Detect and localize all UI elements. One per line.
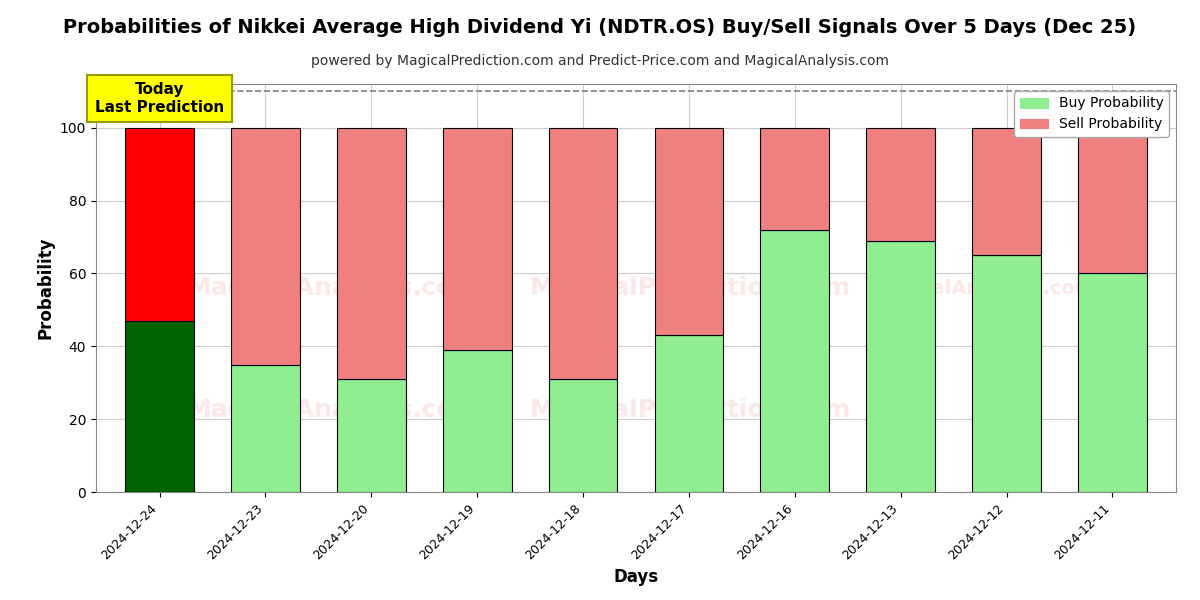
Bar bbox=[1078, 128, 1147, 274]
Bar bbox=[548, 128, 618, 379]
Bar bbox=[654, 128, 724, 335]
Text: MagicalAnalysis.com: MagicalAnalysis.com bbox=[187, 276, 480, 300]
Bar bbox=[761, 230, 829, 492]
Bar bbox=[866, 128, 935, 241]
Bar bbox=[548, 379, 618, 492]
Text: Today
Last Prediction: Today Last Prediction bbox=[95, 82, 224, 115]
Bar bbox=[337, 128, 406, 379]
Text: MagicalAnalysis.com: MagicalAnalysis.com bbox=[868, 278, 1096, 298]
Bar bbox=[443, 128, 511, 350]
Bar bbox=[654, 335, 724, 492]
Legend: Buy Probability, Sell Probability: Buy Probability, Sell Probability bbox=[1014, 91, 1169, 137]
Text: MagicalPrediction.com: MagicalPrediction.com bbox=[529, 398, 851, 422]
Y-axis label: Probability: Probability bbox=[36, 237, 54, 339]
Text: Probabilities of Nikkei Average High Dividend Yi (NDTR.OS) Buy/Sell Signals Over: Probabilities of Nikkei Average High Div… bbox=[64, 18, 1136, 37]
Text: MagicalAnalysis.com: MagicalAnalysis.com bbox=[187, 398, 480, 422]
Bar bbox=[337, 379, 406, 492]
Bar bbox=[972, 128, 1042, 255]
Bar bbox=[866, 241, 935, 492]
Text: powered by MagicalPrediction.com and Predict-Price.com and MagicalAnalysis.com: powered by MagicalPrediction.com and Pre… bbox=[311, 54, 889, 68]
Text: MagicalPrediction.com: MagicalPrediction.com bbox=[529, 276, 851, 300]
Bar bbox=[230, 128, 300, 364]
Bar bbox=[125, 321, 194, 492]
Bar bbox=[230, 364, 300, 492]
Bar bbox=[125, 128, 194, 321]
Bar bbox=[761, 128, 829, 230]
X-axis label: Days: Days bbox=[613, 568, 659, 586]
Bar bbox=[972, 255, 1042, 492]
Bar bbox=[443, 350, 511, 492]
Bar bbox=[1078, 274, 1147, 492]
